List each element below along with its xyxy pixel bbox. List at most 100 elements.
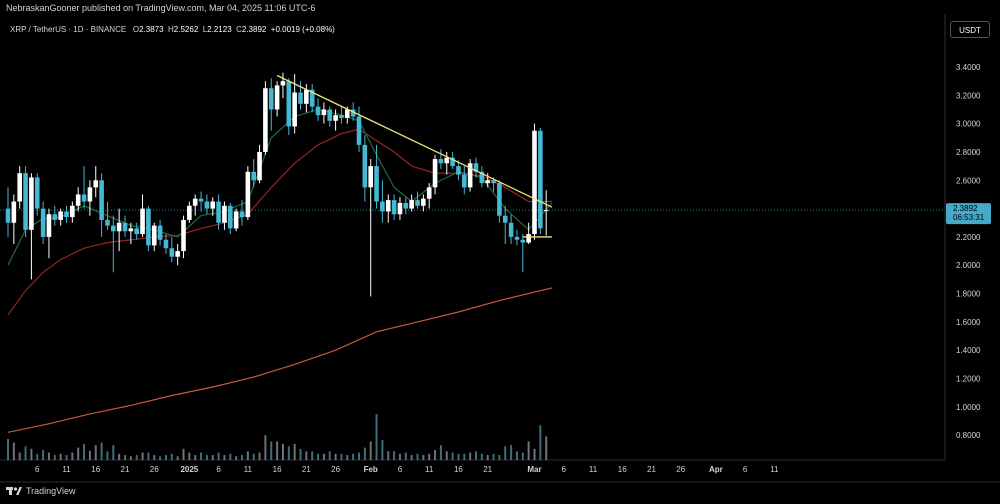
candle-body xyxy=(52,214,58,220)
candle-body xyxy=(228,205,233,229)
candle-body xyxy=(514,236,520,240)
change-value: +0.0019 (+0.08%) xyxy=(270,25,335,34)
candle xyxy=(122,215,128,237)
tradingview-logo-icon xyxy=(6,487,22,495)
time-tick-label: 6 xyxy=(562,465,567,474)
volume-bar xyxy=(83,443,86,460)
volume-bar xyxy=(176,456,179,460)
candle-body xyxy=(5,208,11,223)
candle-body xyxy=(304,89,309,104)
volume-bar xyxy=(42,450,45,460)
candle xyxy=(403,197,409,215)
currency-button[interactable]: USDT xyxy=(950,21,990,38)
volume-bar xyxy=(393,451,396,460)
candle-body xyxy=(456,166,461,175)
volume-bar xyxy=(527,441,530,460)
candle-body xyxy=(58,211,63,220)
volume-bar xyxy=(194,455,197,460)
candle xyxy=(374,144,379,209)
volume-bar xyxy=(30,448,33,460)
candle xyxy=(444,151,450,175)
candle xyxy=(514,229,520,246)
candle xyxy=(473,157,479,178)
candle-body xyxy=(34,177,40,209)
candle-body xyxy=(426,187,432,199)
volume-bar xyxy=(346,455,349,460)
volume-bar xyxy=(299,448,302,460)
volume-bar xyxy=(504,446,507,460)
volume-bar xyxy=(498,455,501,460)
candle-body xyxy=(432,159,438,188)
time-tick-label: Mar xyxy=(527,465,541,474)
candle-body xyxy=(204,201,210,209)
price-tick-label: 1.6000 xyxy=(956,318,981,327)
symbol-label: XRP / TetherUS · 1D · BINANCE xyxy=(10,25,127,34)
tradingview-logo[interactable]: TradingView xyxy=(6,486,76,496)
volume-bar xyxy=(340,453,343,460)
candle xyxy=(543,190,549,236)
candle-body xyxy=(520,239,526,243)
candle-body xyxy=(286,81,292,127)
volume-bar xyxy=(153,455,156,460)
candle xyxy=(245,166,251,220)
candle-body xyxy=(502,215,508,223)
time-tick-label: 26 xyxy=(331,465,340,474)
time-tick-label: 6 xyxy=(398,465,403,474)
candle-body xyxy=(274,85,280,110)
candle xyxy=(233,208,239,232)
volume-bar xyxy=(24,446,27,460)
candle xyxy=(204,194,210,215)
volume-bar xyxy=(439,445,442,460)
symbol-legend: XRP / TetherUS · 1D · BINANCE O2.3873 H2… xyxy=(10,25,335,34)
volume-bar xyxy=(229,453,232,460)
candle-body xyxy=(81,194,87,202)
price-tick-label: 1.8000 xyxy=(956,290,981,299)
volume-bar xyxy=(510,445,513,460)
volume-bar xyxy=(486,455,489,460)
candle xyxy=(34,173,40,216)
volume-bar xyxy=(305,451,308,460)
price-tick-label: 3.0000 xyxy=(956,120,981,129)
volume-bar xyxy=(94,445,97,460)
volume-bar xyxy=(118,453,121,460)
candle xyxy=(327,106,333,127)
candle-body xyxy=(17,173,22,202)
volume-bar xyxy=(223,455,226,460)
candle xyxy=(70,201,75,223)
volume-bar xyxy=(317,453,320,460)
volume-bar xyxy=(100,442,103,460)
candle-body xyxy=(309,89,315,107)
candle-body xyxy=(263,88,268,152)
volume-bar xyxy=(106,451,109,460)
candle-body xyxy=(116,222,122,232)
volume-bar xyxy=(358,452,360,460)
volume-bar xyxy=(88,450,91,460)
volume-bar xyxy=(352,453,355,460)
time-tick-label: 21 xyxy=(647,465,656,474)
volume-bar xyxy=(47,452,50,460)
candle xyxy=(304,83,309,113)
ema-short-line xyxy=(7,108,553,266)
volume-bar xyxy=(252,453,255,460)
candle-body xyxy=(111,225,116,232)
candle-body xyxy=(497,183,502,216)
candle-body xyxy=(134,228,139,235)
volume-bar xyxy=(545,436,548,460)
candle-body xyxy=(268,88,274,110)
volume-bar xyxy=(276,441,279,460)
time-tick-label: 21 xyxy=(483,465,492,474)
volume-bar xyxy=(205,455,208,460)
low-label: L xyxy=(202,25,208,34)
candle xyxy=(497,180,502,223)
candle-body xyxy=(467,163,473,188)
candle-body xyxy=(403,202,409,209)
volume-bar xyxy=(200,452,203,460)
candle xyxy=(485,173,490,188)
candle-body xyxy=(87,187,93,202)
time-tick-label: 6 xyxy=(35,465,40,474)
candle-body xyxy=(538,130,543,229)
candle-body xyxy=(251,171,256,181)
candle xyxy=(116,208,122,252)
